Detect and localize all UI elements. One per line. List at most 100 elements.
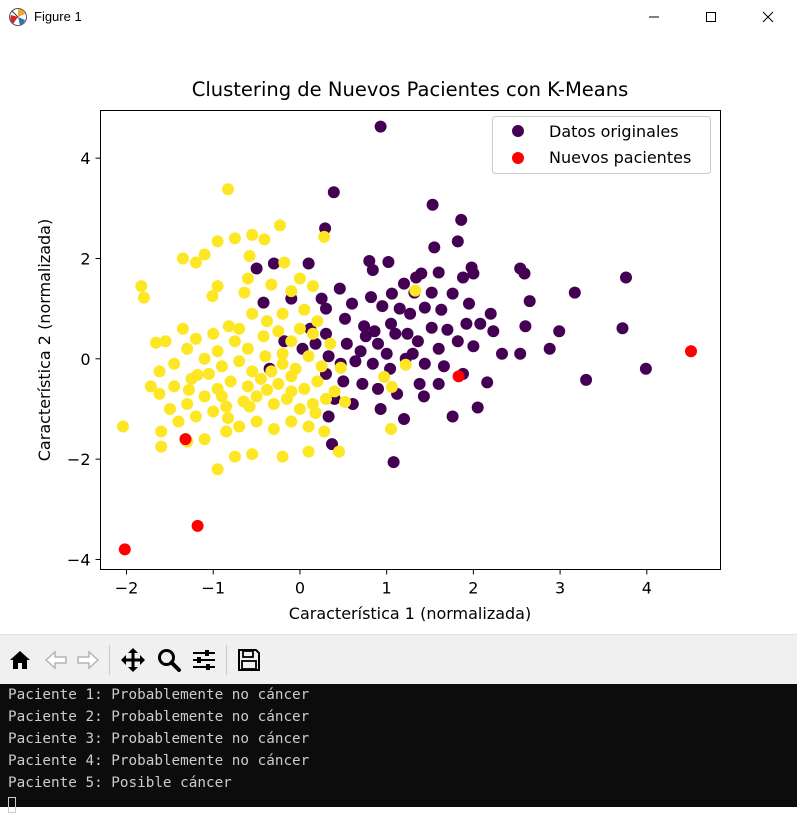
data-point-cluster-1 (274, 219, 286, 232)
y-tick-label: 4 (80, 149, 90, 168)
legend-label-new: Nuevos pacientes (549, 148, 691, 167)
data-point-cluster-0 (460, 317, 473, 330)
data-point-cluster-0 (435, 303, 448, 316)
close-icon[interactable] (745, 0, 791, 34)
data-point-cluster-1 (224, 375, 237, 388)
minimize-icon[interactable] (631, 0, 677, 34)
data-point-cluster-1 (285, 385, 298, 398)
data-point-cluster-1 (181, 398, 194, 410)
data-point-cluster-1 (168, 380, 181, 393)
data-point-cluster-1 (267, 398, 280, 410)
data-point-cluster-0 (519, 320, 532, 333)
legend-marker-new (512, 152, 524, 164)
data-point-cluster-1 (254, 372, 267, 385)
data-point-cluster-1 (155, 425, 168, 438)
data-point-cluster-1 (182, 383, 195, 396)
console-prompt[interactable] (8, 794, 797, 816)
data-point-cluster-0 (359, 330, 372, 343)
x-axis-label: Característica 1 (normalizada) (289, 604, 531, 623)
data-point-cluster-1 (220, 425, 233, 438)
home-icon[interactable] (4, 644, 36, 676)
window-titlebar: Figure 1 (0, 0, 797, 34)
data-point-cluster-0 (387, 456, 400, 469)
back-arrow-icon[interactable] (40, 644, 72, 676)
data-point-cluster-0 (616, 322, 629, 335)
data-point-cluster-1 (228, 450, 241, 463)
data-point-cluster-1 (222, 320, 235, 333)
data-point-cluster-1 (233, 355, 246, 368)
forward-arrow-icon[interactable] (72, 644, 104, 676)
data-point-cluster-0 (339, 312, 351, 325)
data-point-cluster-1 (206, 290, 219, 303)
data-point-cluster-1 (259, 350, 272, 363)
data-point-cluster-0 (446, 410, 459, 423)
data-point-cluster-1 (311, 375, 324, 388)
new-patient-point (118, 543, 131, 556)
data-point-cluster-1 (198, 390, 211, 403)
data-point-cluster-0 (451, 235, 464, 248)
data-point-cluster-1 (246, 228, 259, 241)
data-point-cluster-0 (302, 257, 315, 270)
data-point-cluster-0 (322, 410, 335, 423)
data-point-cluster-0 (385, 317, 397, 330)
x-tick-label: 0 (295, 579, 305, 598)
data-point-cluster-1 (207, 405, 220, 418)
data-point-cluster-1 (250, 390, 263, 403)
data-point-cluster-1 (144, 380, 157, 393)
data-point-cluster-0 (368, 325, 381, 338)
data-point-cluster-1 (246, 365, 259, 378)
data-point-cluster-1 (233, 322, 246, 335)
data-point-cluster-1 (385, 423, 397, 435)
data-point-cluster-1 (246, 307, 259, 320)
x-tick-label: −2 (115, 579, 139, 598)
legend-box (492, 116, 711, 174)
data-point-cluster-0 (393, 302, 406, 315)
legend-marker-original (512, 125, 524, 137)
move-icon[interactable] (117, 644, 149, 676)
data-point-cluster-0 (418, 301, 431, 314)
data-point-cluster-0 (428, 241, 441, 254)
figure-canvas[interactable]: Clustering de Nuevos Pacientes con K-Mea… (0, 34, 797, 634)
data-point-cluster-0 (346, 297, 358, 310)
data-point-cluster-1 (285, 370, 298, 383)
data-point-cluster-0 (474, 317, 487, 330)
data-point-cluster-1 (135, 280, 148, 293)
x-tick-label: 4 (642, 579, 652, 598)
data-point-cluster-0 (250, 262, 263, 275)
data-point-cluster-0 (354, 345, 367, 358)
data-point-cluster-0 (382, 256, 395, 268)
new-patient-point (191, 519, 204, 532)
data-point-cluster-0 (457, 271, 469, 284)
data-point-cluster-0 (463, 297, 475, 310)
maximize-icon[interactable] (688, 0, 734, 34)
scatter-plot[interactable]: Clustering de Nuevos Pacientes con K-Mea… (0, 34, 797, 634)
data-point-cluster-1 (311, 315, 324, 328)
data-point-cluster-1 (318, 230, 331, 243)
configure-icon[interactable] (188, 644, 220, 676)
data-point-cluster-0 (376, 300, 389, 313)
data-point-cluster-0 (568, 286, 581, 299)
data-point-cluster-1 (302, 445, 315, 458)
new-patient-point (685, 345, 697, 358)
data-point-cluster-0 (356, 377, 369, 390)
data-point-cluster-1 (176, 322, 189, 335)
data-point-cluster-0 (620, 271, 632, 284)
save-icon[interactable] (233, 644, 265, 676)
data-point-cluster-0 (432, 266, 445, 279)
data-point-cluster-0 (401, 327, 414, 340)
data-point-cluster-1 (293, 322, 306, 335)
legend: Datos originales Nuevos pacientes (492, 116, 711, 174)
data-point-cluster-0 (553, 325, 566, 338)
data-point-cluster-1 (202, 367, 215, 380)
data-point-cluster-1 (257, 330, 270, 343)
data-point-cluster-1 (333, 445, 345, 458)
data-point-cluster-0 (418, 357, 431, 370)
zoom-icon[interactable] (153, 644, 185, 676)
data-point-cluster-0 (365, 291, 377, 304)
data-point-cluster-1 (198, 433, 211, 446)
data-point-cluster-0 (543, 342, 556, 355)
data-point-cluster-0 (413, 377, 426, 390)
data-point-cluster-1 (306, 280, 319, 293)
data-point-cluster-0 (432, 377, 445, 390)
data-point-cluster-1 (189, 332, 202, 345)
